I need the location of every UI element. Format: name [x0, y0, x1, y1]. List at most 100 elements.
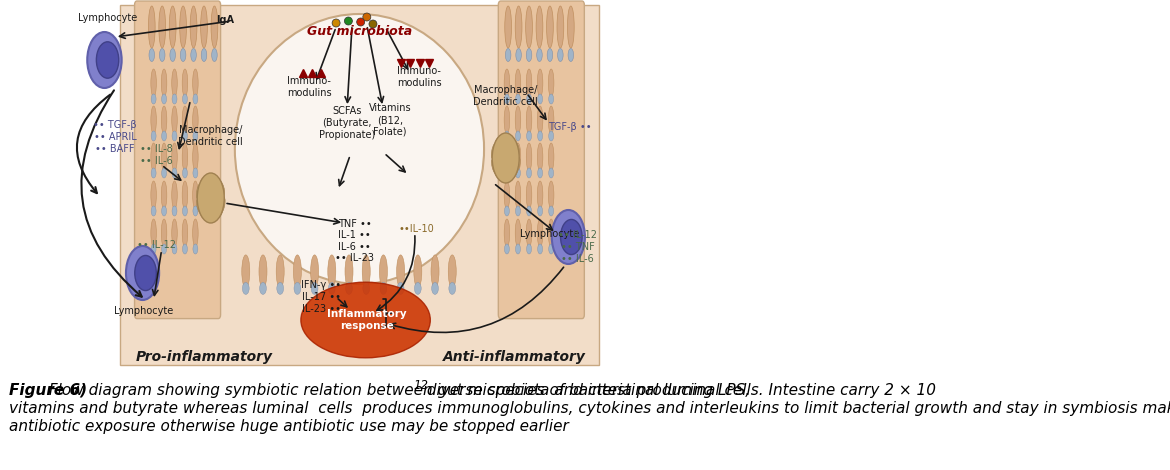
Ellipse shape — [277, 282, 283, 294]
Text: Macrophage/
Dendritic cell: Macrophage/ Dendritic cell — [178, 125, 243, 147]
Ellipse shape — [549, 106, 553, 134]
Circle shape — [96, 42, 118, 78]
Text: •• IL-12: •• IL-12 — [137, 240, 177, 250]
Ellipse shape — [515, 106, 521, 134]
Ellipse shape — [526, 94, 531, 104]
Ellipse shape — [183, 206, 187, 216]
Text: Vitamins
(B12,
Folate): Vitamins (B12, Folate) — [369, 103, 412, 137]
Ellipse shape — [200, 175, 209, 185]
Ellipse shape — [193, 94, 198, 104]
Ellipse shape — [504, 106, 510, 134]
Ellipse shape — [538, 94, 543, 104]
Ellipse shape — [183, 181, 187, 209]
Ellipse shape — [537, 48, 542, 62]
Ellipse shape — [151, 131, 156, 141]
Text: vitamins and butyrate whereas luminal  cells  produces immunoglobulins, cytokine: vitamins and butyrate whereas luminal ce… — [8, 401, 1170, 416]
Ellipse shape — [537, 69, 543, 97]
Ellipse shape — [567, 6, 574, 48]
Ellipse shape — [170, 48, 175, 62]
Ellipse shape — [536, 6, 543, 48]
Ellipse shape — [514, 141, 519, 155]
Ellipse shape — [504, 94, 509, 104]
Ellipse shape — [161, 69, 167, 97]
Ellipse shape — [504, 181, 510, 209]
Text: Anti-inflammatory: Anti-inflammatory — [443, 350, 586, 364]
Ellipse shape — [558, 48, 563, 62]
Text: Pro-inflammatory: Pro-inflammatory — [136, 350, 273, 364]
Ellipse shape — [193, 143, 198, 171]
Ellipse shape — [242, 255, 249, 288]
Ellipse shape — [161, 168, 166, 178]
Ellipse shape — [557, 6, 564, 48]
Ellipse shape — [242, 282, 249, 294]
Ellipse shape — [161, 181, 167, 209]
Text: Immuno-
modulins: Immuno- modulins — [287, 76, 331, 98]
Ellipse shape — [172, 181, 178, 209]
Ellipse shape — [191, 48, 197, 62]
Ellipse shape — [151, 69, 157, 97]
Ellipse shape — [161, 219, 167, 247]
Ellipse shape — [191, 6, 197, 48]
Text: IgA: IgA — [216, 15, 234, 25]
Bar — [119, 5, 599, 365]
Ellipse shape — [172, 168, 177, 178]
Ellipse shape — [537, 143, 543, 171]
Ellipse shape — [211, 174, 220, 183]
Ellipse shape — [526, 131, 531, 141]
Text: Flow diagram showing symbiotic relation between gut microbiota and intestinal lu: Flow diagram showing symbiotic relation … — [43, 383, 936, 398]
Ellipse shape — [161, 143, 167, 171]
Ellipse shape — [369, 20, 377, 28]
Text: IFN-γ ••
IL-17 ••
IL-23 ••: IFN-γ •• IL-17 •• IL-23 •• — [302, 281, 342, 313]
Ellipse shape — [526, 181, 532, 209]
Circle shape — [552, 210, 585, 264]
Ellipse shape — [448, 255, 456, 288]
Ellipse shape — [172, 206, 177, 216]
Ellipse shape — [180, 48, 186, 62]
Ellipse shape — [197, 183, 201, 199]
Ellipse shape — [219, 180, 225, 195]
Ellipse shape — [526, 69, 532, 97]
Ellipse shape — [432, 282, 439, 294]
Ellipse shape — [504, 206, 509, 216]
Ellipse shape — [363, 255, 370, 288]
Ellipse shape — [151, 219, 157, 247]
Ellipse shape — [537, 181, 543, 209]
Ellipse shape — [345, 255, 353, 288]
Ellipse shape — [311, 282, 318, 294]
Ellipse shape — [414, 255, 422, 288]
Ellipse shape — [503, 174, 512, 182]
Ellipse shape — [183, 94, 187, 104]
Ellipse shape — [491, 159, 497, 174]
Ellipse shape — [200, 211, 209, 221]
Ellipse shape — [329, 282, 335, 294]
Ellipse shape — [161, 106, 167, 134]
Ellipse shape — [526, 48, 532, 62]
Text: 12: 12 — [413, 379, 428, 392]
Circle shape — [88, 32, 122, 88]
Ellipse shape — [431, 255, 439, 288]
Ellipse shape — [549, 244, 553, 254]
Text: Immuno-
modulins: Immuno- modulins — [397, 66, 441, 88]
Ellipse shape — [260, 282, 267, 294]
Ellipse shape — [161, 131, 166, 141]
Ellipse shape — [161, 206, 166, 216]
Ellipse shape — [537, 219, 543, 247]
Ellipse shape — [538, 131, 543, 141]
FancyBboxPatch shape — [498, 1, 584, 319]
FancyBboxPatch shape — [135, 1, 221, 319]
Text: Macrophage/
Dendritic cell: Macrophage/ Dendritic cell — [474, 85, 538, 107]
Ellipse shape — [198, 173, 225, 223]
Ellipse shape — [569, 48, 573, 62]
Ellipse shape — [515, 69, 521, 97]
Ellipse shape — [516, 244, 521, 254]
Circle shape — [560, 219, 583, 255]
Text: TGF-β ••: TGF-β •• — [548, 122, 591, 132]
Ellipse shape — [526, 244, 531, 254]
Text: SCFAs
(Butyrate,
Propionate): SCFAs (Butyrate, Propionate) — [319, 106, 376, 140]
Ellipse shape — [504, 168, 509, 178]
Ellipse shape — [170, 6, 175, 48]
Ellipse shape — [172, 106, 178, 134]
Ellipse shape — [159, 6, 166, 48]
Ellipse shape — [344, 17, 352, 25]
Ellipse shape — [549, 206, 553, 216]
